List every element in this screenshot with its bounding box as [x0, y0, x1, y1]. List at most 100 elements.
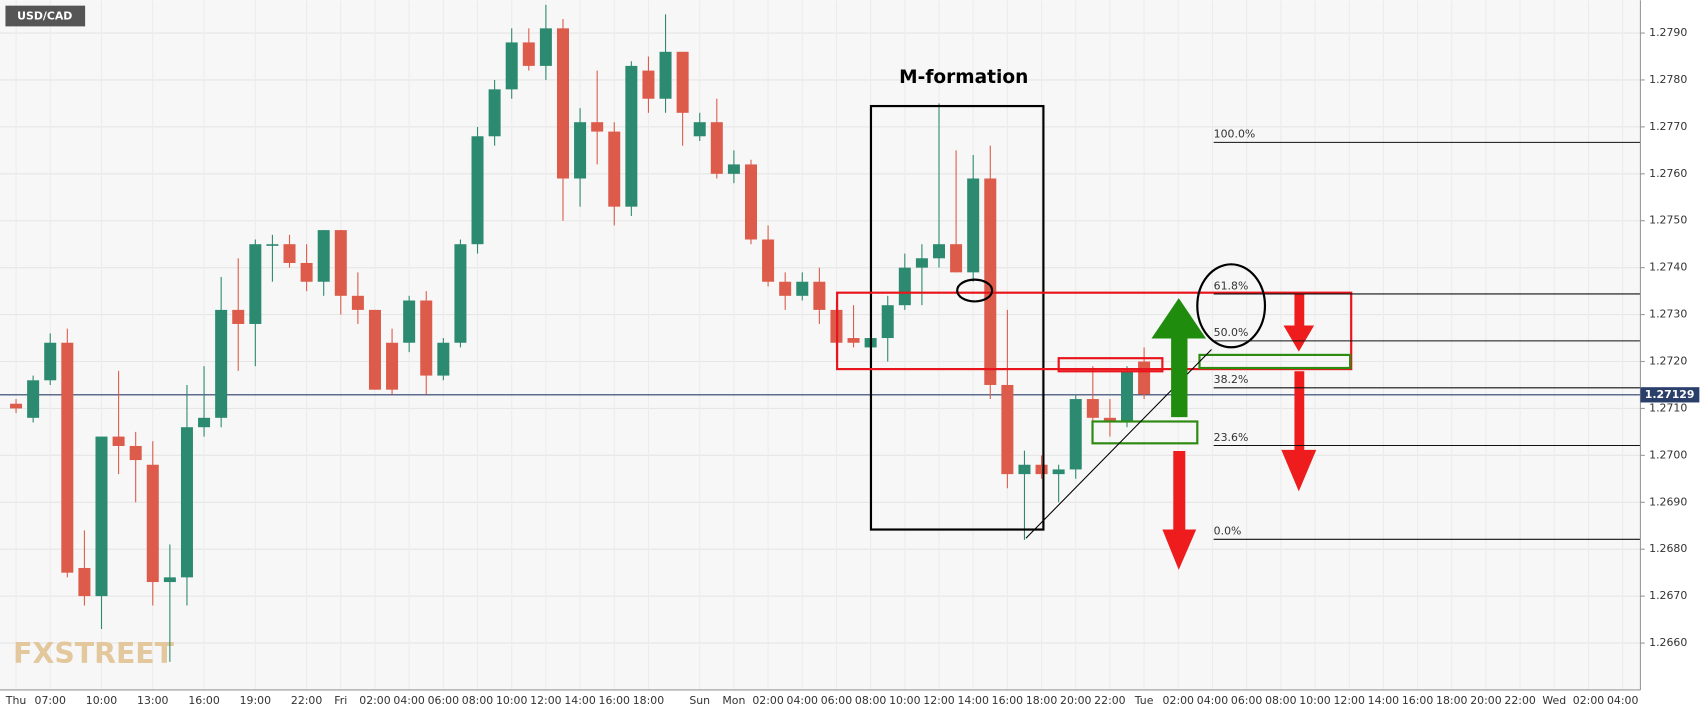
x-tick-label: 02:00 [752, 694, 783, 707]
candle-body [984, 178, 997, 385]
candle-body [146, 464, 159, 583]
x-tick-label: 14:00 [957, 694, 988, 707]
x-tick-label: 08:00 [1265, 694, 1296, 707]
x-tick-label: Tue [1134, 694, 1154, 707]
candle-body [762, 239, 775, 282]
candle-body [129, 445, 142, 461]
fib-label: 0.0% [1214, 525, 1242, 538]
x-tick-label: Mon [722, 694, 745, 707]
candle-body [283, 244, 296, 263]
x-tick-label: 06:00 [821, 694, 852, 707]
x-tick-label: 06:00 [1231, 694, 1262, 707]
x-tick-label: 16:00 [599, 694, 630, 707]
candle-body [198, 417, 211, 428]
candle-body [351, 295, 364, 310]
candle-body [1001, 384, 1014, 475]
candle-body [163, 577, 176, 583]
candle-body [368, 309, 381, 390]
x-tick-label: 10:00 [86, 694, 117, 707]
candle-body [744, 164, 757, 240]
candle-body [334, 230, 347, 296]
x-tick-label: 18:00 [1026, 694, 1057, 707]
x-tick-label: 07:00 [35, 694, 66, 707]
x-tick-label: 02:00 [359, 694, 390, 707]
candle-body [950, 244, 963, 273]
x-tick-label: 16:00 [992, 694, 1023, 707]
candle-body [642, 70, 655, 99]
x-tick-label: 08:00 [855, 694, 886, 707]
candle-body [898, 267, 911, 306]
y-tick-label: 1.2760 [1649, 167, 1687, 180]
candle-body [796, 281, 809, 296]
candle-body [317, 230, 330, 282]
candle-body [574, 122, 587, 179]
candle-body [676, 51, 689, 113]
ellipse [956, 278, 994, 303]
candle-body [180, 427, 193, 578]
candle-body [403, 300, 416, 343]
candles [10, 4, 1151, 662]
candle-body [10, 403, 23, 409]
candle-body [881, 305, 894, 339]
x-tick-label: Fri [334, 694, 347, 707]
x-tick-label: 10:00 [1299, 694, 1330, 707]
arrow-down [1281, 371, 1317, 492]
x-tick-label: 16:00 [188, 694, 219, 707]
green-zone [1091, 420, 1199, 445]
x-tick-label: 06:00 [428, 694, 459, 707]
candle-body [693, 122, 706, 137]
y-tick-label: 1.2660 [1649, 636, 1687, 649]
title-box [5, 5, 86, 27]
fib-label: 100.0% [1214, 128, 1256, 141]
x-tick-label: 04:00 [393, 694, 424, 707]
candle-body [727, 164, 740, 174]
candle-body [471, 136, 484, 245]
y-tick-label: 1.2680 [1649, 542, 1687, 555]
y-tick-label: 1.2690 [1649, 495, 1687, 508]
x-tick-label: 04:00 [1607, 694, 1638, 707]
red-zone [1057, 357, 1164, 373]
candle-body [847, 338, 860, 343]
y-tick-label: 1.2780 [1649, 73, 1687, 86]
candle-body [813, 281, 826, 310]
candle-body [659, 51, 672, 99]
x-tick-label: 12:00 [1333, 694, 1364, 707]
x-tick-label: 18:00 [633, 694, 664, 707]
x-tick-label: Thu [5, 694, 27, 707]
candle-body [454, 244, 467, 343]
y-tick-label: 1.2740 [1649, 261, 1687, 274]
candle-body [556, 28, 569, 179]
y-axis-area [1640, 0, 1707, 712]
arrow-up [1151, 298, 1207, 418]
candle-body [95, 436, 108, 597]
candle-body [1086, 399, 1099, 418]
candle-body [779, 281, 792, 296]
y-tick-label: 1.2730 [1649, 308, 1687, 321]
x-tick-label: 13:00 [137, 694, 168, 707]
plot-background [0, 0, 1640, 690]
m-box [869, 104, 1045, 531]
x-tick-label: Sun [689, 694, 710, 707]
candle-body [112, 436, 125, 446]
candle-body [1103, 417, 1116, 423]
x-tick-label: 04:00 [787, 694, 818, 707]
candle-body [232, 309, 245, 324]
candle-body [61, 342, 74, 573]
candle-body [437, 342, 450, 376]
grid [0, 0, 1641, 690]
x-tick-label: 18:00 [1436, 694, 1467, 707]
y-tick-label: 1.2790 [1649, 26, 1687, 39]
x-tick-label: 10:00 [889, 694, 920, 707]
x-tick-label: 22:00 [1504, 694, 1535, 707]
candle-body [300, 262, 313, 282]
candle-body [505, 42, 518, 90]
annotation: M-formation [899, 67, 1028, 88]
x-tick-label: 22:00 [291, 694, 322, 707]
candle-body [967, 178, 980, 273]
arrow-down [1283, 292, 1315, 352]
x-tick-label: 22:00 [1094, 694, 1125, 707]
watermark: FXSTREET [13, 637, 175, 670]
y-tick-label: 1.2770 [1649, 120, 1687, 133]
x-tick-label: 19:00 [240, 694, 271, 707]
